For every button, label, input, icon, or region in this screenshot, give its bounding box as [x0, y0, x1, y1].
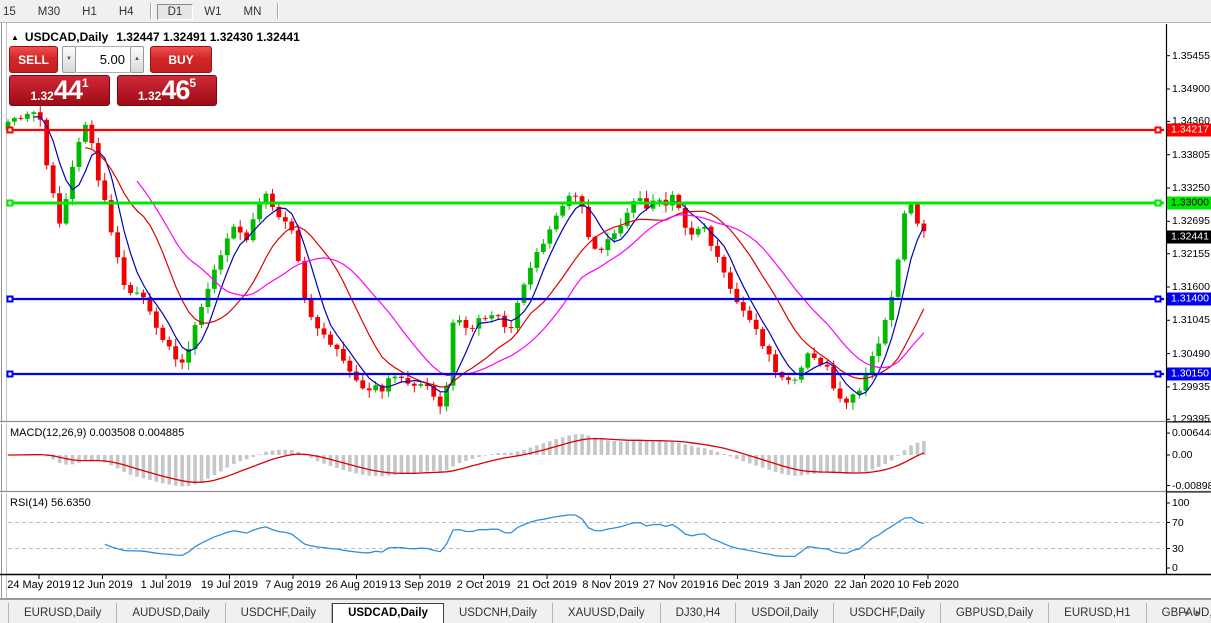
chart-tab-usdchf-daily-2[interactable]: USDCHF,Daily: [226, 603, 333, 623]
horizontal-line-1.34217[interactable]: [6, 126, 1165, 134]
chart-tab-bar: EURUSD,Daily AUDUSD,Daily USDCHF,Daily USDC…: [0, 599, 1211, 623]
volume-increase-button[interactable]: ▲: [130, 46, 144, 73]
trade-panel-prices: 1.32 44 1 1.32 46 5: [9, 75, 221, 106]
macd-signal-line: [8, 437, 925, 483]
timeframe-button-h1[interactable]: H1: [82, 5, 97, 18]
chart-tab-audusd-daily-1[interactable]: AUDUSD,Daily: [117, 603, 226, 623]
tab-scroll-right-icon[interactable]: ►: [1194, 608, 1206, 617]
moving-average-13: [85, 147, 925, 388]
moving-average-21: [136, 180, 925, 377]
sell-button[interactable]: SELL: [9, 46, 58, 73]
timeframe-button-15[interactable]: 15: [3, 5, 16, 18]
chart-tab-dj30-h4-6[interactable]: DJ30,H4: [661, 603, 737, 623]
tab-scroll-arrows: ◄►: [1182, 608, 1206, 617]
arrow-down-icon: ▼: [66, 56, 72, 62]
ask-price-pip: 5: [189, 76, 197, 90]
volume-decrease-button[interactable]: ▼: [62, 46, 76, 73]
chart-tab-usdcad-daily-3[interactable]: USDCAD,Daily: [332, 603, 444, 623]
bid-price-box[interactable]: 1.32 44 1: [9, 75, 110, 106]
chart-tab-eurusd-h1-10[interactable]: EURUSD,H1: [1049, 603, 1147, 623]
toolbar-separator: [149, 3, 152, 19]
horizontal-line-1.31400[interactable]: [6, 295, 1165, 303]
timeframe-button-mn[interactable]: MN: [243, 5, 262, 18]
macd-histogram: [6, 434, 926, 487]
timeframe-toolbar: 15 M30 H1 H4 D1 W1 MN: [0, 0, 1211, 23]
ask-price-prefix: 1.32: [137, 89, 162, 103]
horizontal-line-1.30150[interactable]: [6, 370, 1165, 378]
chart-tab-eurusd-daily-0[interactable]: EURUSD,Daily: [8, 603, 118, 623]
trade-panel-controls: SELL ▼ ▲ BUY: [9, 46, 221, 73]
chart-tab-gbpusd-daily-9[interactable]: GBPUSD,Daily: [941, 603, 1050, 623]
chart-tab-xauusd-daily-5[interactable]: XAUUSD,Daily: [553, 603, 661, 623]
timeframe-button-h4[interactable]: H4: [118, 5, 134, 18]
toolbar-separator: [277, 3, 280, 19]
timeframe-button-w1[interactable]: W1: [204, 5, 222, 18]
arrow-up-icon: ▲: [134, 56, 140, 62]
ask-price-box[interactable]: 1.32 46 5: [117, 75, 217, 106]
timeframe-button-m30[interactable]: M30: [37, 5, 61, 18]
bid-price-prefix: 1.32: [30, 89, 54, 103]
rsi-line: [104, 514, 925, 558]
moving-average-5: [33, 115, 925, 396]
volume-input[interactable]: [76, 46, 130, 73]
ask-price-main: 46: [161, 75, 190, 105]
horizontal-line-1.33000[interactable]: [6, 199, 1165, 207]
tab-scroll-left-icon[interactable]: ◄: [1182, 608, 1195, 617]
bid-price-pip: 1: [81, 76, 89, 90]
chart-tab-gbpaud-h1-11[interactable]: GBPAUD,H1: [1147, 603, 1211, 623]
chart-tab-usdcnh-daily-4[interactable]: USDCNH,Daily: [444, 603, 553, 623]
chart-tab-usdoil-daily-7[interactable]: USDOil,Daily: [736, 603, 835, 623]
bid-price-main: 44: [53, 75, 83, 105]
buy-button[interactable]: BUY: [150, 46, 212, 73]
timeframe-button-d1[interactable]: D1: [156, 3, 194, 20]
chart-tab-usdchf-daily-8[interactable]: USDCHF,Daily: [834, 603, 941, 623]
